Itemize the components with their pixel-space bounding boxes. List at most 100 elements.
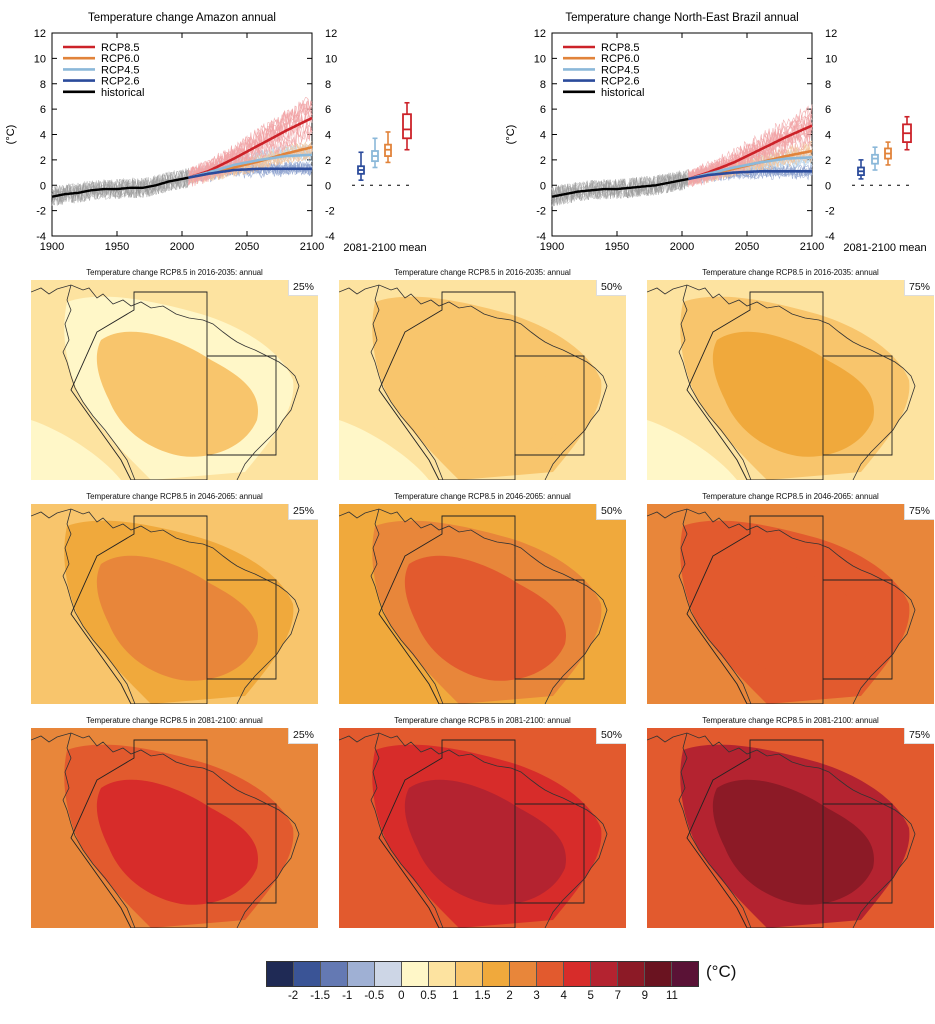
y-tick-label: 2 [540,155,546,167]
coastline-west [62,284,136,480]
map-title: Temperature change RCP8.5 in 2081-2100: … [702,716,879,725]
map-field [31,280,318,480]
map-svg [647,728,934,928]
colorbar-cell [375,962,402,986]
x-tick-label: 2050 [235,241,259,253]
colorbar-cell [456,962,483,986]
map-svg [647,280,934,480]
northeast-brazil-region-outline [515,803,585,904]
colorbar-tick-label: -1 [342,990,353,1002]
legend-label: RCP6.0 [601,53,640,65]
colorbar-tick-label: 9 [641,990,649,1002]
amazon-region-outline [686,291,824,480]
y-tick-label: 4 [540,130,546,142]
scenario-model-run-rcp85 [188,125,313,186]
colorbar-cell [645,962,672,986]
box-rcp60 [384,131,392,164]
percentile-label: 25% [287,728,318,744]
x-tick-label: 2100 [300,241,324,253]
box-rcp26 [357,151,365,181]
colorbar-cell [483,962,510,986]
map-title: Temperature change RCP8.5 in 2046-2065: … [394,492,571,501]
northeast-brazil-region-outline [207,355,277,456]
box-rcp85 [902,115,912,151]
x-tick-label: 2050 [735,241,759,253]
y-tick-label: 6 [40,104,46,116]
y-tick-label-right: 8 [325,79,331,91]
timeseries-svg: Temperature change North-East Brazil ann… [505,12,927,254]
box-rcp85 [402,101,412,151]
colorbar-tick-label: 7 [614,990,622,1002]
legend-label: RCP2.6 [101,76,140,88]
percentile-label: 50% [595,504,626,520]
scenario-model-run-rcp85 [188,102,313,185]
colorbar-tick-label: 3 [533,990,540,1002]
legend-label: RCP6.0 [101,53,140,65]
coastline [647,284,916,480]
coastline-west [678,284,752,480]
amazon-region-outline [378,739,516,928]
colorbar-cell [564,962,591,986]
amazon-region-outline [70,739,208,928]
map-panel: Temperature change RCP8.5 in 2016-2035: … [339,268,626,480]
map-southwest-field [31,420,121,480]
box-rcp26 [857,159,865,180]
amazon-region-outline [378,291,516,480]
coastline [339,508,608,704]
colorbar-unit: (°C) [706,962,737,981]
y-tick-label: 4 [40,130,46,142]
x-tick-label: 1950 [605,241,629,253]
series-line-rcp45 [688,156,813,181]
colorbar-tick-label: 0.5 [420,990,437,1002]
map-panel: Temperature change RCP8.5 in 2081-2100: … [339,716,626,928]
map-core-field [712,331,874,457]
x-tick-label: 1900 [40,241,64,253]
map-field [647,280,934,480]
map-core-field [404,779,566,905]
coastline-west [62,732,136,928]
amazon-region-outline [378,515,516,704]
coastline [31,732,300,928]
colorbar-cell [591,962,618,986]
y-tick-label: -2 [536,206,546,218]
map-core-field [404,331,566,457]
northeast-brazil-region-outline [207,579,277,680]
y-tick-label: 2 [40,155,46,167]
colorbar-tick-label: 4 [560,990,567,1002]
series-line-rcp26 [188,167,312,179]
y-tick-label: 10 [34,53,46,65]
y-tick-label: 8 [40,79,46,91]
x-tick-label: 2000 [670,241,694,253]
map-core-field [96,779,258,905]
map-svg [31,504,318,704]
colorbar-cell [537,962,564,986]
map-panel: Temperature change RCP8.5 in 2046-2065: … [31,492,318,704]
chart-title: Temperature change Amazon annual [88,12,276,24]
y-tick-label-right: 4 [325,130,331,142]
coastline-west [678,732,752,928]
map-panel: Temperature change RCP8.5 in 2016-2035: … [31,268,318,480]
y-tick-label-right: 4 [825,130,831,142]
y-tick-label: -4 [36,231,46,243]
colorbar-tick-label: -2 [287,990,299,1002]
map-svg [31,728,318,928]
coastline-west [62,508,136,704]
colorbar-tick-label: 11 [665,990,678,1002]
coastline [31,284,300,480]
map-core-field [96,555,258,681]
y-tick-label-right: 12 [325,28,337,40]
series-line-rcp85 [688,124,813,181]
colorbar-cell [672,962,698,986]
percentile-label: 75% [903,504,934,520]
y-tick-label-right: -4 [325,231,335,243]
northeast-brazil-region-outline [515,579,585,680]
colorbar-cell [510,962,537,986]
colorbar [266,961,699,987]
map-core-field [712,779,874,905]
map-field [339,280,626,480]
colorbar-tick-label: 5 [587,990,594,1002]
coastline-west [678,508,752,704]
y-tick-label-right: 0 [825,180,831,192]
map-title: Temperature change RCP8.5 in 2016-2035: … [394,268,571,277]
legend-label: RCP4.5 [101,64,140,76]
